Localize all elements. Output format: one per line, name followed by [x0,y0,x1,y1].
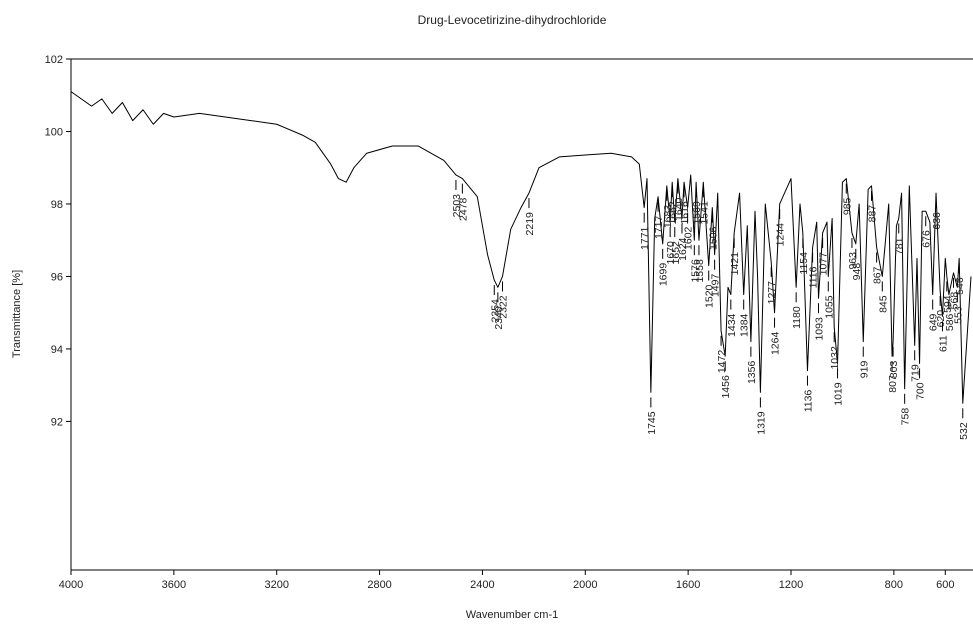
peak-label: 1032 [829,346,841,370]
peak-label: 649 [928,313,940,331]
peak-label: 2478 [457,197,469,221]
peak-label: 2503 [451,194,463,218]
peak-label: 948 [851,263,863,281]
x-tick-label: 2800 [367,579,391,591]
peak-label: 1244 [775,223,787,247]
peak-label: 1640 [673,197,685,221]
x-tick-label: 4000 [59,579,83,591]
peak-label: 2322 [498,295,510,319]
peak-label: 1497 [710,274,722,298]
peak-label: 1652 [670,241,682,265]
x-tick-label: 1200 [779,579,803,591]
peak-label: 1745 [646,411,658,435]
x-tick-label: 2000 [573,579,597,591]
y-tick-label: 102 [45,54,63,66]
peak-label: 758 [900,408,912,426]
peak-label: 1670 [665,241,677,265]
peak-label: 1602 [683,226,695,250]
peak-label: 636 [931,212,943,230]
peak-label: 1277 [766,281,778,305]
peak-label: 845 [877,295,889,313]
peak-label: 803 [888,361,900,379]
peak-label: 867 [872,266,884,284]
peak-label: 887 [867,205,879,223]
peak-label: 1077 [818,252,830,276]
peak-label: 1506 [707,226,719,250]
peak-label: 1472 [716,350,728,374]
peak-label: 1558 [694,259,706,283]
peak-label: 700 [915,382,927,400]
peak-label: 1624 [677,237,689,261]
peak-label: 1569 [691,201,703,225]
peak-label: 2340 [493,306,505,330]
peak-label: 1717 [653,216,665,240]
y-tick-label: 96 [51,271,63,283]
peak-label: 2219 [524,212,536,236]
x-tick-label: 1600 [676,579,700,591]
peak-label: 1019 [833,382,845,406]
peak-label: 1771 [639,226,651,250]
peak-label: 553 [952,306,964,324]
peak-label: 1180 [791,306,803,329]
peak-label: 1456 [720,375,732,399]
spectrum-line [70,91,972,404]
peak-label: 620 [935,310,947,328]
peak-label: 1093 [814,317,826,341]
peak-label: 1520 [704,284,716,308]
x-tick-label: 3200 [264,579,288,591]
peak-label: 1434 [726,313,738,337]
peak-label: 594 [942,295,954,313]
plot-frame [70,58,973,571]
peak-label: 1136 [803,390,815,413]
peak-label: 2354 [489,299,501,323]
peak-label: 1264 [770,332,782,356]
y-tick-label: 100 [45,126,63,138]
peak-label: 807 [887,375,899,393]
peak-label: 1154 [798,252,810,275]
y-axis-label: Transmittance [%] [11,270,23,358]
peak-label: 676 [921,230,933,248]
chart-title: Drug-Levocetirizine-dihydrochloride [418,13,607,27]
peak-label: 586 [944,313,956,331]
peak-label: 1576 [689,259,701,283]
peak-label: 1616 [679,201,691,225]
peak-label: 1662 [667,201,679,225]
peak-label: 1116 [808,266,820,288]
peak-label: 1421 [729,252,741,276]
peak-label: 1699 [658,263,670,287]
y-tick-label: 94 [51,344,63,356]
peak-label: 1384 [739,313,751,337]
peak-label: 919 [858,361,870,379]
x-tick-label: 600 [936,579,954,591]
peak-label: 781 [894,237,906,255]
x-axis-label: Wavenumber cm-1 [466,609,559,621]
peak-label: 985 [841,197,853,215]
peak-label: 1683 [662,205,674,229]
peak-label: 1356 [746,361,758,385]
peak-label: 611 [938,335,950,352]
y-tick-label: 92 [51,416,63,428]
peak-label: 546 [954,277,966,295]
peak-label: 532 [958,422,970,440]
peak-label: 1319 [755,411,767,435]
peak-label: 1055 [823,295,835,319]
peak-label: 719 [910,364,922,382]
x-tick-label: 2400 [470,579,494,591]
y-tick-label: 98 [51,199,63,211]
x-tick-label: 800 [885,579,903,591]
peak-label: 1541 [698,201,710,225]
x-tick-label: 3600 [162,579,186,591]
